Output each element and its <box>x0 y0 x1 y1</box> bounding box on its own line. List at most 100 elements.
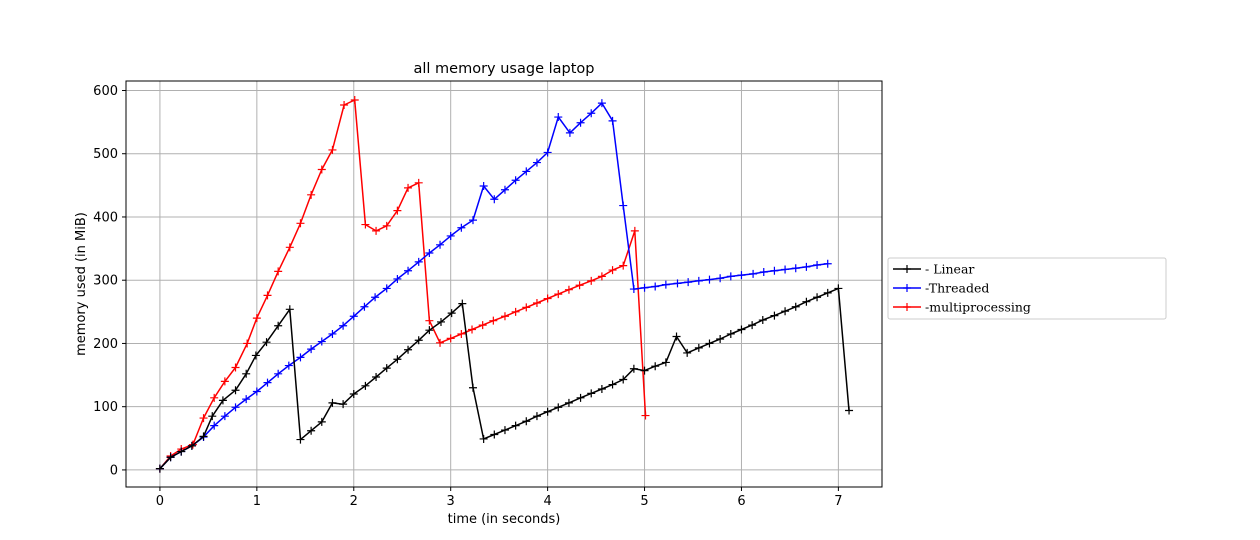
data-point <box>576 393 585 402</box>
series-line <box>159 99 647 470</box>
data-point <box>511 176 520 185</box>
data-point <box>187 441 196 450</box>
data-point <box>274 321 283 330</box>
data-point <box>199 414 208 423</box>
data-point <box>372 372 381 381</box>
data-point <box>564 398 573 407</box>
data-point <box>155 464 164 473</box>
data-point <box>243 339 252 348</box>
data-point <box>166 453 175 462</box>
data-point <box>511 421 520 430</box>
data-point <box>382 221 391 230</box>
data-point <box>446 334 455 343</box>
series-0 <box>155 284 854 473</box>
x-tick-label: 5 <box>640 494 648 509</box>
data-point <box>619 375 628 384</box>
y-tick-label: 600 <box>93 84 118 99</box>
data-point <box>361 381 370 390</box>
plot-series <box>155 95 854 473</box>
data-point <box>339 321 348 330</box>
data-point <box>436 338 445 347</box>
data-point <box>737 325 746 334</box>
data-point <box>587 109 596 118</box>
legend-label: -Threaded <box>925 281 989 296</box>
data-point <box>457 329 466 338</box>
data-point <box>361 220 370 229</box>
x-axis-label: time (in seconds) <box>448 512 561 527</box>
data-point <box>447 309 456 318</box>
data-point <box>360 302 369 311</box>
data-point <box>823 288 832 297</box>
data-point <box>554 403 563 412</box>
data-point <box>414 336 423 345</box>
data-point <box>781 265 790 274</box>
legend-marker <box>903 284 911 292</box>
data-point <box>252 387 261 396</box>
chart-title: all memory usage laptop <box>414 61 595 77</box>
y-tick-label: 500 <box>93 147 118 162</box>
data-point <box>791 302 800 311</box>
data-point <box>587 389 596 398</box>
y-tick-label: 0 <box>110 463 118 478</box>
data-point <box>382 284 391 293</box>
data-point <box>576 118 585 127</box>
data-point <box>404 345 413 354</box>
data-point <box>349 312 358 321</box>
data-point <box>340 101 349 110</box>
data-point <box>479 181 488 190</box>
data-point <box>802 297 811 306</box>
legend-entry-0: - Linear <box>893 262 974 277</box>
data-point <box>468 383 477 392</box>
data-point <box>608 116 617 125</box>
y-tick-label: 300 <box>93 274 118 289</box>
data-point <box>328 329 337 338</box>
data-point <box>468 216 477 225</box>
data-point <box>404 266 413 275</box>
data-point <box>661 280 670 289</box>
data-point <box>705 339 714 348</box>
data-point <box>220 377 229 386</box>
data-point <box>350 95 359 104</box>
data-point <box>694 276 703 285</box>
data-point <box>220 412 229 421</box>
data-point <box>436 240 445 249</box>
data-point <box>630 226 639 235</box>
legend-label: -multiprocessing <box>925 300 1031 315</box>
grid <box>126 81 882 487</box>
data-point <box>726 329 735 338</box>
legend-frame <box>887 257 1167 320</box>
legend-marker <box>903 265 911 273</box>
data-point <box>532 158 541 167</box>
data-point <box>522 167 531 176</box>
data-point <box>597 272 606 281</box>
data-point <box>285 305 294 314</box>
data-point <box>210 421 219 430</box>
data-point <box>349 390 358 399</box>
data-point <box>564 285 573 294</box>
data-point <box>371 293 380 302</box>
y-axis-label: memory used (in MiB) <box>74 212 89 356</box>
y-tick-label: 100 <box>93 400 118 415</box>
data-point <box>673 279 682 288</box>
data-point <box>251 351 260 360</box>
x-tick-label: 4 <box>543 494 551 509</box>
data-point <box>317 165 326 174</box>
data-point <box>382 364 391 373</box>
legend-entry-2: -multiprocessing <box>893 300 1031 315</box>
data-point <box>317 337 326 346</box>
data-point <box>307 190 316 199</box>
data-point <box>532 412 541 421</box>
data-point <box>802 262 811 271</box>
data-point <box>393 355 402 364</box>
data-point <box>317 417 326 426</box>
data-point <box>619 201 628 210</box>
x-tick-label: 0 <box>156 494 164 509</box>
y-tick-label: 200 <box>93 337 118 352</box>
data-point <box>532 298 541 307</box>
data-point <box>640 366 649 375</box>
data-point <box>372 226 381 235</box>
data-point <box>490 195 499 204</box>
data-point <box>446 231 455 240</box>
data-point <box>457 223 466 232</box>
data-point <box>296 219 305 228</box>
